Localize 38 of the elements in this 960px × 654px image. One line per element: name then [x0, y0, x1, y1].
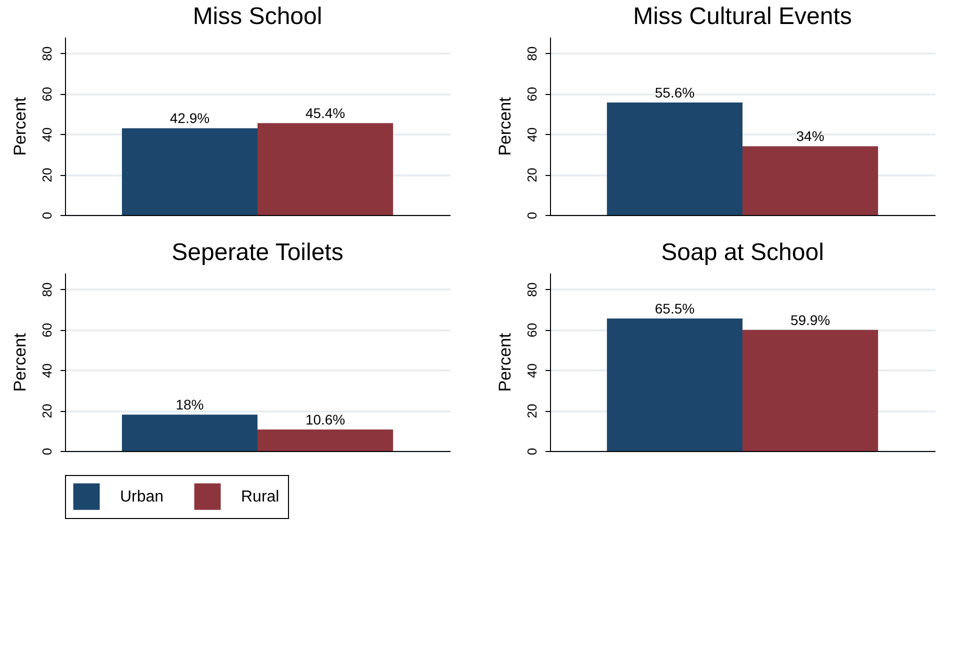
y-tick-label: 0 — [40, 448, 54, 456]
chart-title: Seperate Toilets — [172, 239, 344, 266]
y-tick-label: 20 — [524, 404, 540, 418]
y-tick-label: 20 — [40, 168, 54, 182]
legend-label: Rural — [241, 488, 280, 506]
y-tick-label: 0 — [40, 212, 54, 220]
chart-title: Soap at School — [661, 239, 824, 266]
y-tick-label: 20 — [40, 404, 54, 418]
y-tick-label: 60 — [40, 86, 54, 102]
data-label: 65.5% — [654, 300, 695, 317]
y-tick-label: 0 — [524, 448, 540, 456]
y-tick-label: 60 — [524, 322, 540, 338]
y-tick-label: 60 — [524, 86, 540, 102]
y-tick-label: 40 — [40, 127, 54, 142]
y-axis-title: Percent — [496, 96, 514, 156]
data-label: 34% — [796, 128, 824, 144]
y-tick-label: 40 — [40, 363, 54, 378]
y-tick-label: 40 — [524, 127, 540, 142]
y-tick-label: 60 — [40, 322, 54, 338]
y-axis-title: Percent — [496, 332, 514, 392]
y-tick-label: 20 — [524, 168, 540, 182]
y-axis-title: Percent — [10, 332, 30, 392]
data-label: 42.9% — [170, 110, 210, 126]
y-tick-label: 0 — [524, 212, 540, 220]
y-tick-label: 80 — [524, 282, 540, 297]
legend-label: Urban — [120, 488, 164, 506]
data-label: 45.4% — [305, 105, 346, 122]
data-label: 18% — [176, 396, 204, 413]
chart-title: Miss School — [192, 3, 322, 30]
y-tick-label: 80 — [40, 46, 54, 61]
data-label: 55.6% — [654, 84, 695, 101]
y-axis-title: Percent — [10, 96, 30, 156]
data-label: 59.9% — [790, 312, 830, 328]
y-tick-label: 40 — [524, 363, 540, 378]
y-tick-label: 80 — [40, 282, 54, 297]
chart-title: Miss Cultural Events — [633, 3, 852, 30]
y-tick-label: 80 — [524, 46, 540, 61]
data-label: 10.6% — [305, 412, 346, 428]
